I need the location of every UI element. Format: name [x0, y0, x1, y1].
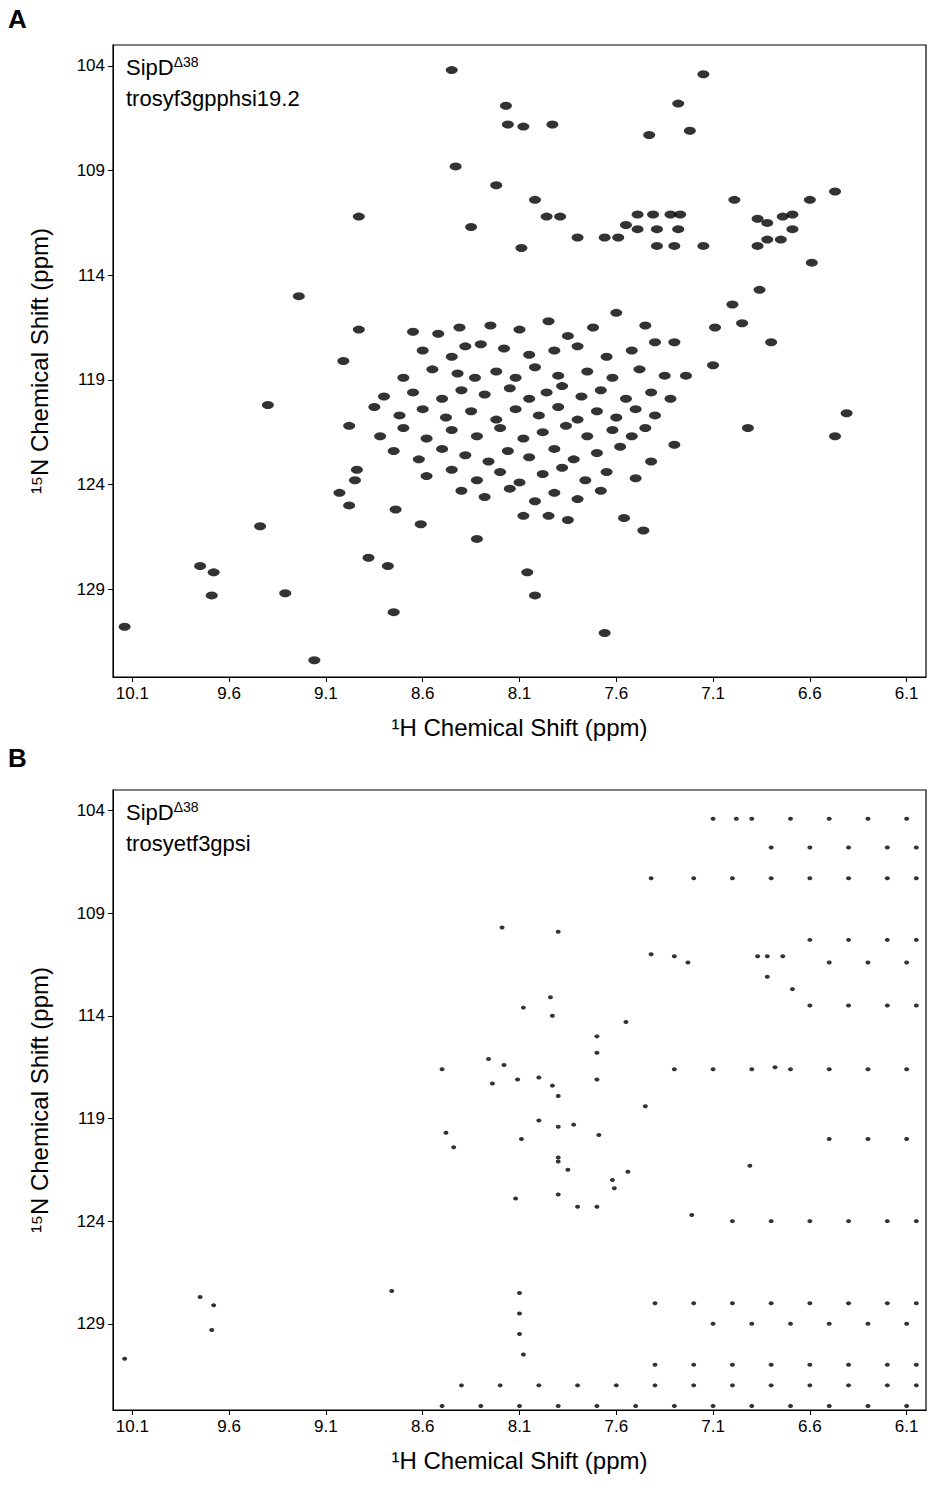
svg-text:Δ38: Δ38: [174, 54, 199, 70]
svg-text:¹⁵N Chemical Shift (ppm): ¹⁵N Chemical Shift (ppm): [26, 228, 53, 494]
svg-text:114: 114: [78, 1006, 105, 1025]
svg-text:119: 119: [78, 1109, 105, 1128]
svg-text:6.1: 6.1: [895, 684, 919, 703]
svg-text:114: 114: [78, 266, 105, 285]
svg-text:SipD: SipD: [126, 55, 174, 80]
svg-text:Δ38: Δ38: [174, 799, 199, 815]
svg-text:7.6: 7.6: [604, 1417, 628, 1436]
svg-text:B: B: [8, 743, 27, 773]
svg-text:124: 124: [77, 475, 105, 494]
svg-text:7.1: 7.1: [701, 684, 725, 703]
svg-text:A: A: [8, 4, 27, 34]
svg-text:6.6: 6.6: [798, 684, 822, 703]
svg-text:8.6: 8.6: [411, 684, 435, 703]
svg-text:8.1: 8.1: [508, 1417, 532, 1436]
svg-text:129: 129: [77, 1314, 105, 1333]
svg-text:129: 129: [77, 580, 105, 599]
svg-text:124: 124: [77, 1212, 105, 1231]
svg-text:10.1: 10.1: [116, 1417, 149, 1436]
svg-text:7.6: 7.6: [604, 684, 628, 703]
svg-text:104: 104: [77, 801, 105, 820]
svg-text:trosyetf3gpsi: trosyetf3gpsi: [126, 831, 251, 856]
svg-text:¹H Chemical Shift (ppm): ¹H Chemical Shift (ppm): [391, 714, 647, 741]
svg-text:9.1: 9.1: [314, 1417, 338, 1436]
svg-text:109: 109: [77, 161, 105, 180]
svg-text:9.1: 9.1: [314, 684, 338, 703]
svg-text:SipD: SipD: [126, 800, 174, 825]
svg-text:¹⁵N Chemical Shift (ppm): ¹⁵N Chemical Shift (ppm): [26, 967, 53, 1233]
svg-text:8.1: 8.1: [508, 684, 532, 703]
svg-text:109: 109: [77, 904, 105, 923]
svg-text:8.6: 8.6: [411, 1417, 435, 1436]
svg-text:10.1: 10.1: [116, 684, 149, 703]
svg-text:6.6: 6.6: [798, 1417, 822, 1436]
svg-text:9.6: 9.6: [217, 684, 241, 703]
svg-text:119: 119: [78, 370, 105, 389]
svg-text:6.1: 6.1: [895, 1417, 919, 1436]
svg-text:¹H Chemical Shift (ppm): ¹H Chemical Shift (ppm): [391, 1447, 647, 1474]
svg-text:9.6: 9.6: [217, 1417, 241, 1436]
svg-text:7.1: 7.1: [701, 1417, 725, 1436]
svg-text:trosyf3gpphsi19.2: trosyf3gpphsi19.2: [126, 86, 300, 111]
svg-text:104: 104: [77, 56, 105, 75]
